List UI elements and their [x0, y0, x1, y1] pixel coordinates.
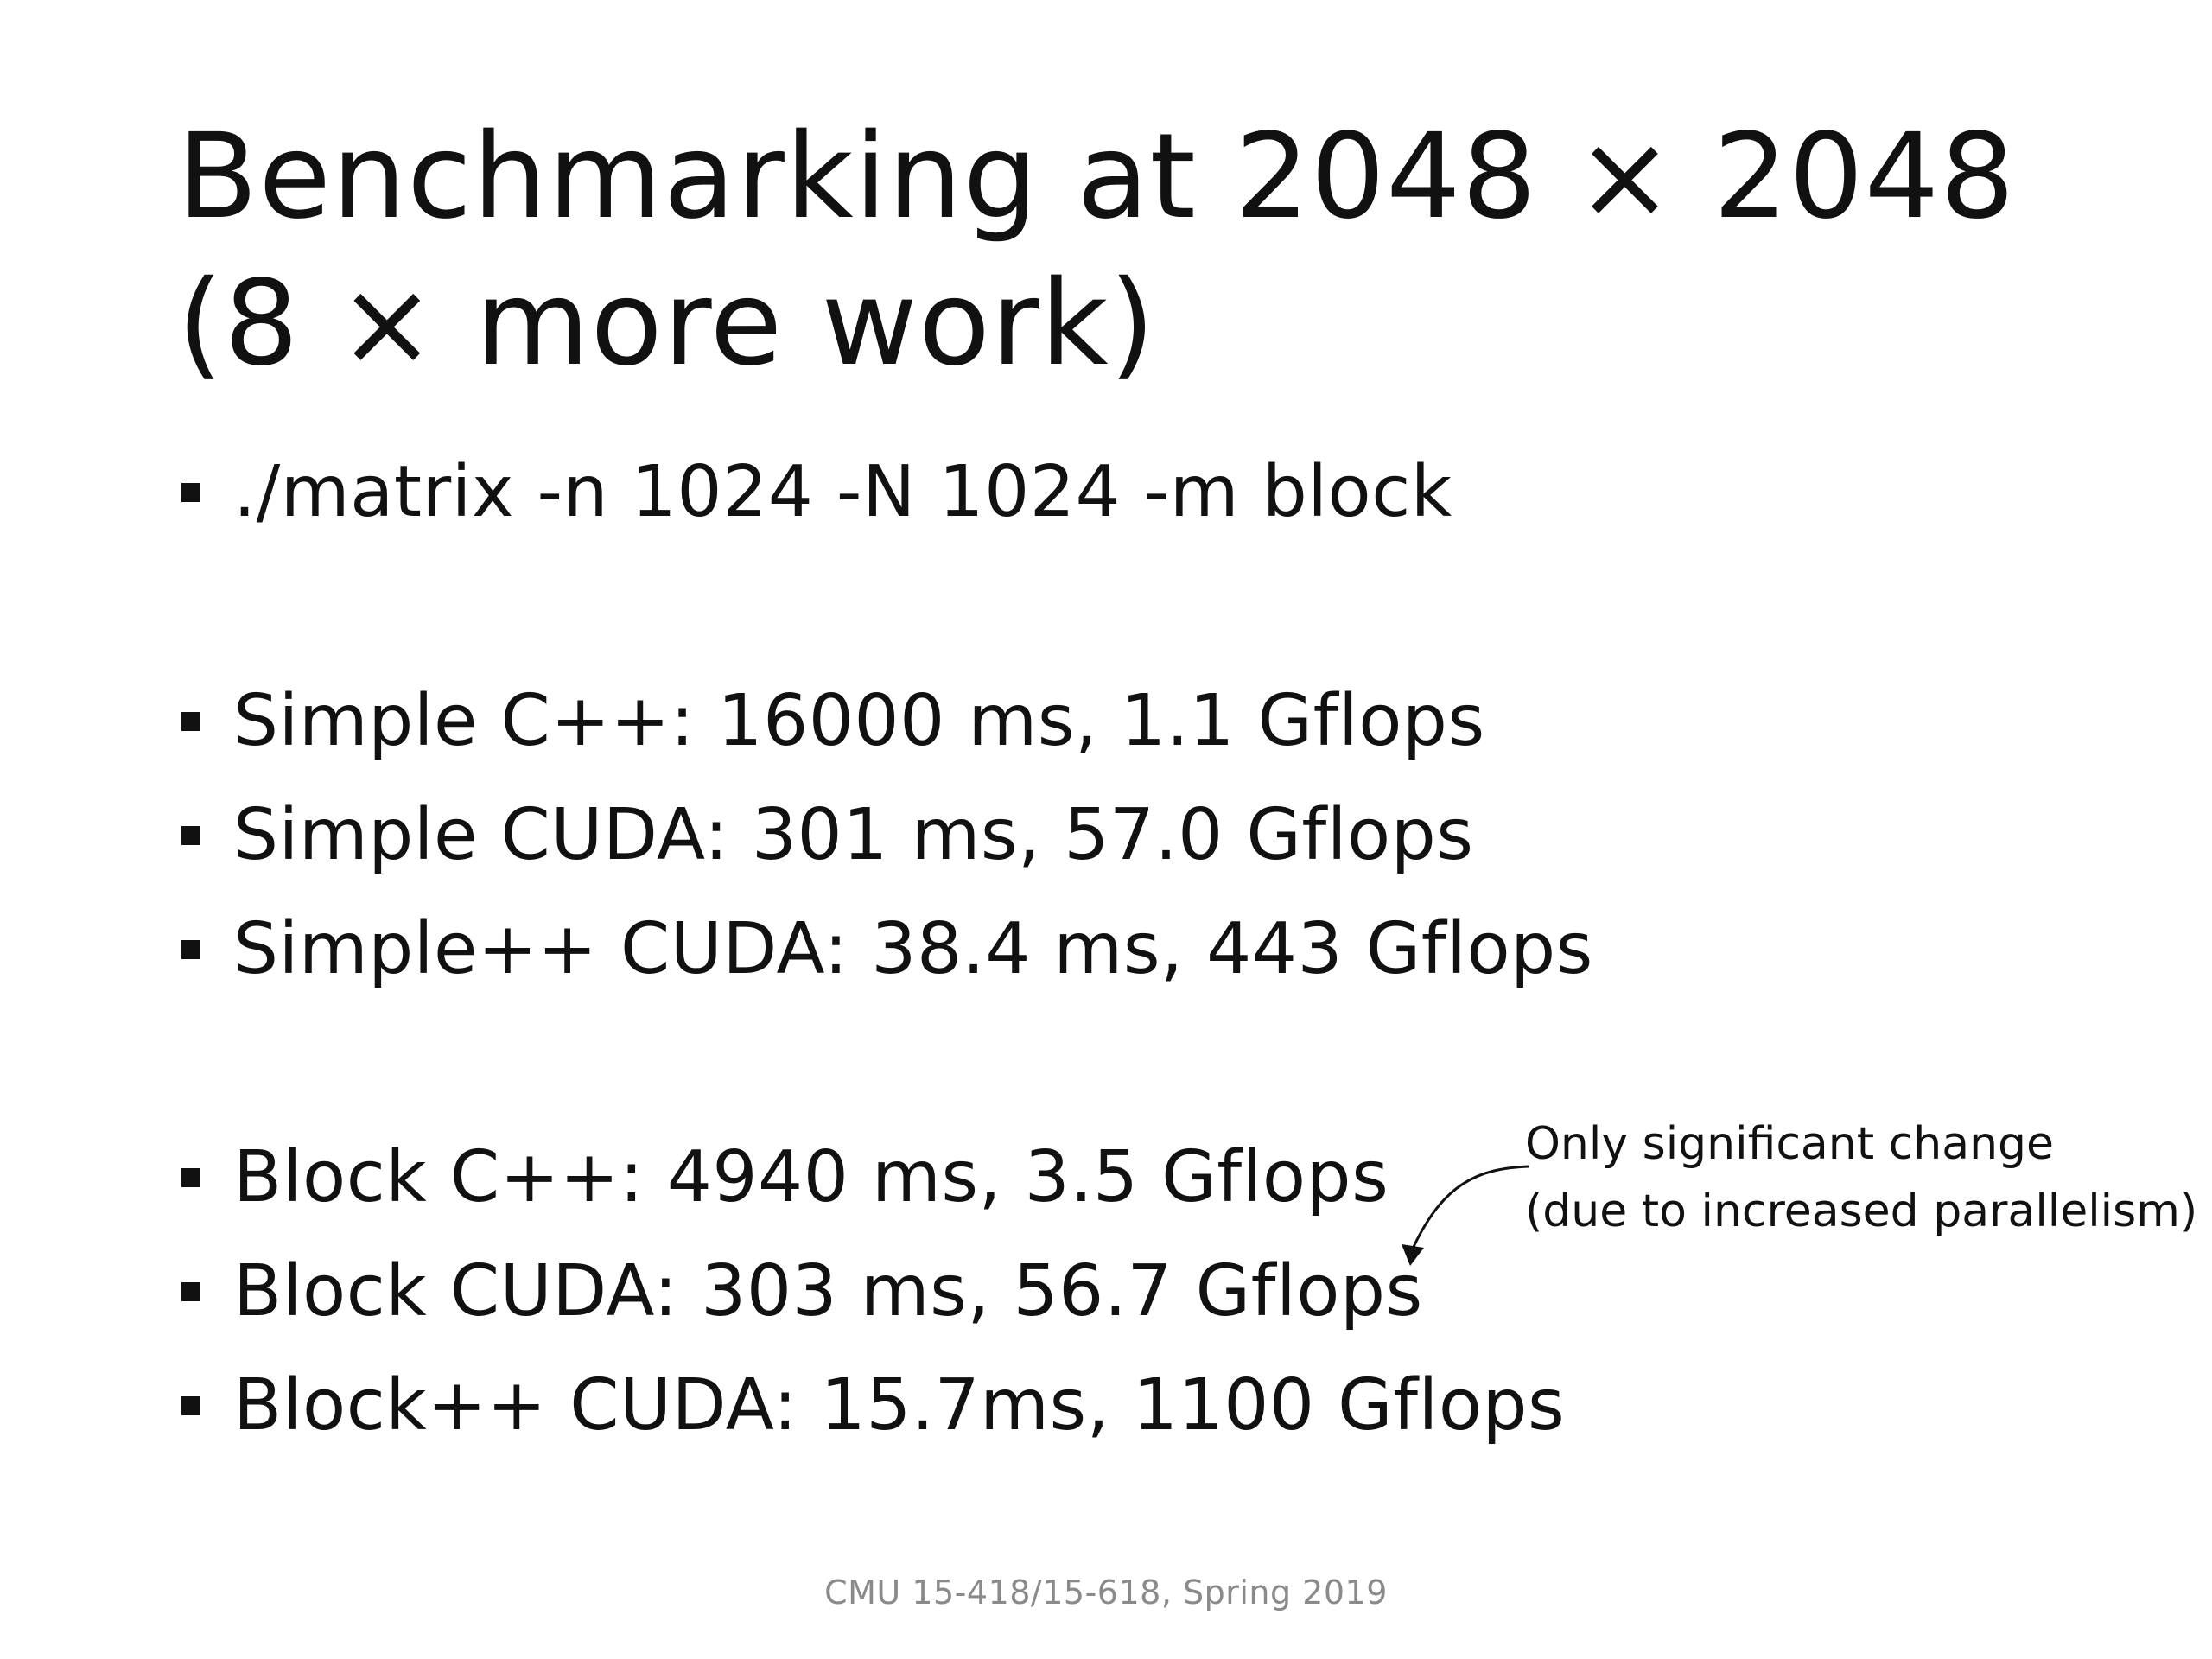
slide-footer: CMU 15-418/15-618, Spring 2019 [824, 1573, 1388, 1611]
title-line-2: (8 × more work) [177, 256, 1156, 392]
annotation-note: Only significant change (due to increase… [1525, 1110, 2198, 1245]
bullet-text: Block C++: 4940 ms, 3.5 Gflops [233, 1136, 1389, 1218]
bullet-command: ./matrix -n 1024 -N 1024 -m block [181, 445, 1452, 540]
bullet-text: ./matrix -n 1024 -N 1024 -m block [233, 451, 1452, 533]
bullet-marker-icon [181, 483, 200, 502]
bullet-simplepp-cuda: Simple++ CUDA: 38.4 ms, 443 Gflops [181, 902, 1593, 997]
annotation-line-1: Only significant change [1525, 1118, 2055, 1170]
bullet-text: Block CUDA: 303 ms, 56.7 Gflops [233, 1250, 1423, 1332]
bullet-marker-icon [181, 1168, 200, 1187]
bullet-marker-icon [181, 712, 200, 731]
bullet-marker-icon [181, 1282, 200, 1301]
annotation-arrow-icon [1402, 1165, 1530, 1266]
annotation-line-2: (due to increased parallelism) [1525, 1185, 2198, 1237]
bullet-text: Block++ CUDA: 15.7ms, 1100 Gflops [233, 1364, 1566, 1446]
bullet-simple-cpp: Simple C++: 16000 ms, 1.1 Gflops [181, 674, 1485, 769]
bullet-marker-icon [181, 826, 200, 845]
bullet-marker-icon [181, 1396, 200, 1415]
bullet-blockpp-cuda: Block++ CUDA: 15.7ms, 1100 Gflops [181, 1358, 1565, 1453]
bullet-text: Simple C++: 16000 ms, 1.1 Gflops [233, 680, 1485, 762]
bullet-text: Simple++ CUDA: 38.4 ms, 443 Gflops [233, 908, 1593, 990]
bullet-simple-cuda: Simple CUDA: 301 ms, 57.0 Gflops [181, 788, 1473, 883]
slide-title: Benchmarking at 2048 × 2048 (8 × more wo… [177, 104, 2078, 397]
title-line-1: Benchmarking at 2048 × 2048 [177, 109, 2016, 245]
bullet-block-cuda: Block CUDA: 303 ms, 56.7 Gflops [181, 1244, 1423, 1339]
bullet-text: Simple CUDA: 301 ms, 57.0 Gflops [233, 794, 1474, 876]
bullet-marker-icon [181, 940, 200, 959]
bullet-block-cpp: Block C++: 4940 ms, 3.5 Gflops [181, 1130, 1389, 1225]
